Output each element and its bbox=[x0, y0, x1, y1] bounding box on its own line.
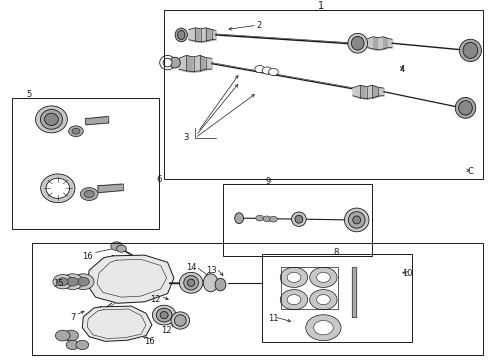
Ellipse shape bbox=[292, 212, 306, 226]
Circle shape bbox=[62, 274, 83, 289]
Text: 16: 16 bbox=[82, 252, 93, 261]
Text: 10: 10 bbox=[402, 269, 413, 278]
Text: 1: 1 bbox=[318, 1, 324, 11]
Circle shape bbox=[314, 320, 333, 335]
Circle shape bbox=[67, 277, 78, 286]
Ellipse shape bbox=[463, 42, 478, 58]
Circle shape bbox=[262, 67, 272, 74]
Ellipse shape bbox=[460, 39, 481, 62]
Text: 12: 12 bbox=[161, 326, 172, 335]
Ellipse shape bbox=[152, 305, 176, 325]
Ellipse shape bbox=[459, 101, 472, 115]
Ellipse shape bbox=[177, 31, 185, 40]
Ellipse shape bbox=[163, 58, 172, 67]
Ellipse shape bbox=[351, 36, 364, 50]
Text: 14: 14 bbox=[186, 263, 196, 272]
Ellipse shape bbox=[160, 311, 168, 319]
Ellipse shape bbox=[184, 276, 198, 290]
Ellipse shape bbox=[46, 178, 70, 198]
Circle shape bbox=[55, 330, 70, 341]
Ellipse shape bbox=[344, 208, 369, 232]
Polygon shape bbox=[86, 117, 109, 125]
Circle shape bbox=[287, 273, 301, 283]
Polygon shape bbox=[87, 255, 174, 303]
Ellipse shape bbox=[41, 174, 75, 203]
Text: 11: 11 bbox=[268, 314, 279, 323]
Circle shape bbox=[256, 215, 264, 221]
Ellipse shape bbox=[45, 113, 58, 126]
Ellipse shape bbox=[171, 312, 190, 329]
Circle shape bbox=[310, 267, 337, 287]
Text: 8: 8 bbox=[333, 248, 338, 257]
Circle shape bbox=[306, 315, 341, 341]
Text: 13: 13 bbox=[206, 266, 217, 275]
Ellipse shape bbox=[295, 215, 303, 223]
Circle shape bbox=[72, 129, 80, 134]
Text: 5: 5 bbox=[27, 90, 32, 99]
Circle shape bbox=[84, 190, 94, 198]
Text: 4: 4 bbox=[399, 64, 404, 73]
Text: 12: 12 bbox=[150, 295, 161, 304]
Circle shape bbox=[280, 267, 308, 287]
Ellipse shape bbox=[235, 213, 244, 224]
Ellipse shape bbox=[455, 98, 476, 118]
Ellipse shape bbox=[348, 212, 365, 228]
Text: C: C bbox=[467, 167, 473, 176]
Circle shape bbox=[66, 340, 79, 350]
Circle shape bbox=[80, 188, 98, 201]
Text: 6: 6 bbox=[157, 175, 162, 184]
Circle shape bbox=[317, 294, 330, 305]
Polygon shape bbox=[352, 267, 356, 317]
Circle shape bbox=[263, 216, 271, 222]
Text: 7: 7 bbox=[70, 313, 75, 322]
Ellipse shape bbox=[160, 55, 175, 70]
Ellipse shape bbox=[187, 279, 195, 286]
Circle shape bbox=[310, 289, 337, 310]
Ellipse shape bbox=[174, 315, 186, 326]
Polygon shape bbox=[98, 184, 123, 193]
Ellipse shape bbox=[348, 33, 368, 53]
Text: 3: 3 bbox=[184, 133, 189, 142]
Circle shape bbox=[269, 68, 278, 76]
Circle shape bbox=[69, 126, 83, 136]
Circle shape bbox=[317, 273, 330, 283]
Ellipse shape bbox=[35, 106, 67, 133]
Ellipse shape bbox=[215, 278, 226, 291]
Circle shape bbox=[57, 278, 68, 285]
Polygon shape bbox=[82, 306, 152, 341]
Circle shape bbox=[76, 340, 89, 350]
Ellipse shape bbox=[40, 109, 62, 129]
Ellipse shape bbox=[353, 216, 361, 224]
Ellipse shape bbox=[170, 57, 180, 68]
Circle shape bbox=[117, 245, 126, 252]
Circle shape bbox=[77, 277, 89, 286]
Circle shape bbox=[64, 330, 78, 341]
Ellipse shape bbox=[175, 28, 187, 42]
Text: 15: 15 bbox=[53, 279, 64, 288]
Ellipse shape bbox=[179, 273, 203, 293]
Circle shape bbox=[270, 216, 277, 222]
Circle shape bbox=[280, 289, 308, 310]
Circle shape bbox=[73, 274, 94, 289]
Text: 2: 2 bbox=[256, 22, 261, 31]
Ellipse shape bbox=[156, 308, 172, 322]
Text: 9: 9 bbox=[266, 177, 271, 186]
Circle shape bbox=[111, 242, 122, 251]
Circle shape bbox=[255, 66, 265, 73]
Circle shape bbox=[53, 275, 73, 289]
Circle shape bbox=[287, 294, 301, 305]
Text: 16: 16 bbox=[144, 337, 155, 346]
Ellipse shape bbox=[203, 274, 218, 292]
